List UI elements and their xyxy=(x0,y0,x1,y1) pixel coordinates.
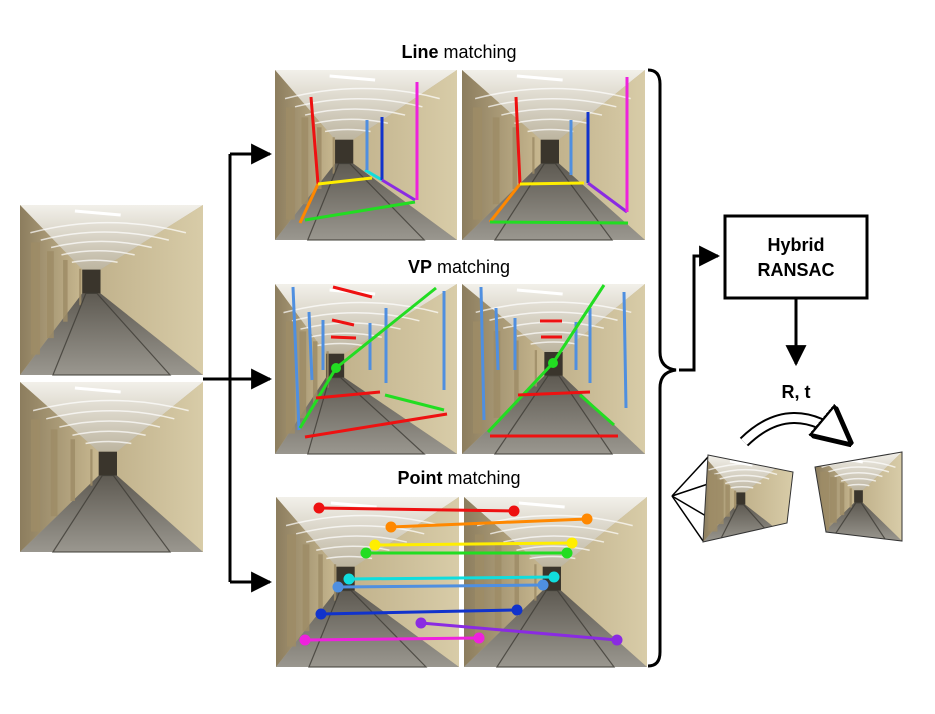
vp-line-lightblue xyxy=(622,291,628,409)
correspondence-line-magenta xyxy=(304,636,480,642)
vp-line-red xyxy=(315,390,381,400)
keypoint-right-yellow xyxy=(566,537,578,549)
matched-line-segments xyxy=(298,77,629,225)
line-segment-orange xyxy=(488,183,522,223)
line-segment-purple xyxy=(587,181,628,214)
vanishing-point-overlay xyxy=(291,284,628,439)
vp-line-red xyxy=(517,390,591,397)
vp-matching-image-right xyxy=(462,284,645,455)
keypoint-left-lightblue xyxy=(332,581,344,593)
hybrid-ransac-box xyxy=(723,214,869,300)
keypoint-right-lightblue xyxy=(537,579,549,591)
camera-view-1 xyxy=(702,454,794,543)
camera-frustum xyxy=(671,456,709,542)
vp-matching-title: VP matching xyxy=(408,257,510,277)
keypoint-left-magenta xyxy=(299,634,311,646)
line-segment-green xyxy=(489,220,629,225)
line-segment-orange xyxy=(298,183,320,224)
keypoint-right-blue xyxy=(511,604,523,616)
ransac-label-line-1: Hybrid xyxy=(767,235,824,255)
keypoint-right-green xyxy=(561,547,573,559)
correspondence-line-red xyxy=(318,506,515,513)
correspondence-line-cyan xyxy=(348,575,555,581)
line-segment-purple xyxy=(381,178,416,202)
line-matching-title: Line matching xyxy=(401,42,516,62)
vp-line-green xyxy=(579,393,615,427)
brace xyxy=(647,68,677,668)
keypoint-left-red xyxy=(313,502,325,514)
arrow-to-ransac xyxy=(679,245,721,372)
vp-line-green xyxy=(335,286,437,370)
keypoint-left-yellow xyxy=(369,539,381,551)
correspondence-line-purple xyxy=(420,621,618,642)
input-image-2 xyxy=(20,382,203,553)
keypoint-left-cyan xyxy=(343,573,355,585)
vp-line-green xyxy=(486,361,555,434)
line-segment-yellow xyxy=(519,181,585,186)
vanishing-point-right xyxy=(548,358,558,368)
correspondence-line-lightblue xyxy=(337,583,544,589)
ransac-label-line-2: RANSAC xyxy=(757,260,834,280)
vp-line-lightblue xyxy=(479,286,486,421)
point-correspondences xyxy=(299,502,623,646)
pose-label: R, t xyxy=(782,382,811,402)
keypoint-left-blue xyxy=(315,608,327,620)
keypoint-right-purple xyxy=(611,634,623,646)
vp-line-red xyxy=(330,335,357,340)
line-matching-image-right xyxy=(462,70,645,241)
line-segment-cyan xyxy=(364,168,383,182)
vp-line-red xyxy=(304,412,448,439)
vp-line-red xyxy=(331,318,355,327)
vp-line-green xyxy=(551,284,606,364)
vp-line-green xyxy=(384,393,445,412)
line-segment-red xyxy=(309,96,320,185)
vp-line-red xyxy=(332,285,373,299)
keypoint-left-purple xyxy=(415,617,427,629)
line-segment-green xyxy=(304,200,416,222)
line-segment-yellow xyxy=(317,176,373,186)
camera-view-2 xyxy=(814,451,903,542)
vanishing-point-left xyxy=(331,363,341,373)
line-segment-red xyxy=(514,96,522,185)
vp-line-lightblue xyxy=(307,311,314,381)
fork-arrows xyxy=(203,143,273,593)
vp-line-lightblue xyxy=(291,286,301,431)
vp-line-lightblue xyxy=(494,307,500,371)
point-matching-title: Point matching xyxy=(397,468,520,488)
correspondence-line-blue xyxy=(320,608,518,616)
keypoint-right-cyan xyxy=(548,571,560,583)
keypoint-right-orange xyxy=(581,513,593,525)
keypoint-left-orange xyxy=(385,521,397,533)
input-image-1 xyxy=(20,205,203,376)
keypoint-right-red xyxy=(508,505,520,517)
keypoint-left-green xyxy=(360,547,372,559)
correspondence-line-yellow xyxy=(374,541,573,547)
keypoint-right-magenta xyxy=(473,632,485,644)
correspondence-line-orange xyxy=(390,517,588,529)
